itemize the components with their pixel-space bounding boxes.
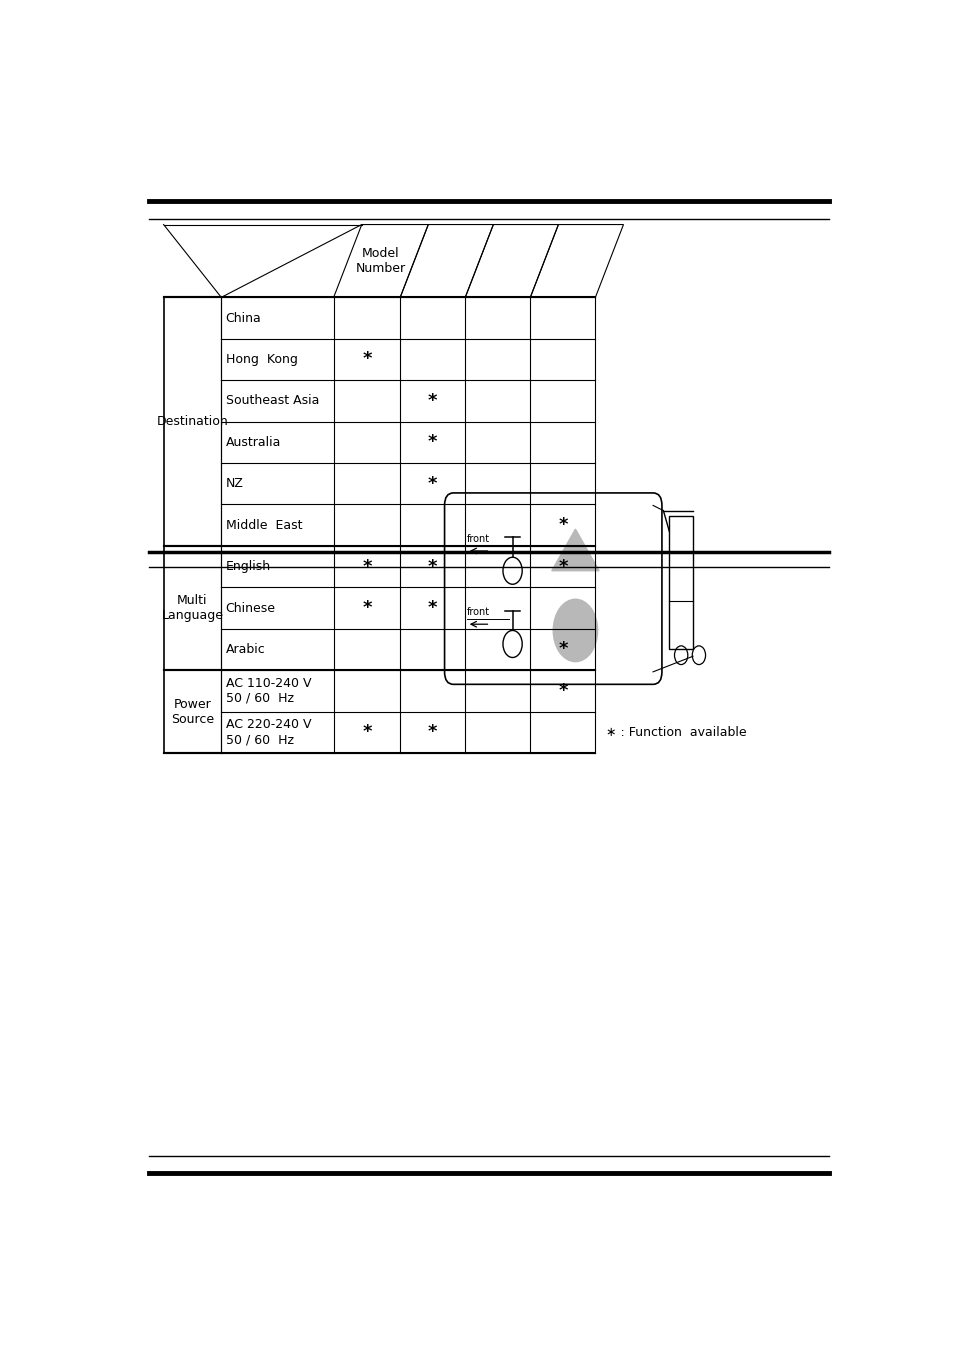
Text: NZ: NZ xyxy=(226,477,243,490)
Text: *: * xyxy=(362,350,372,369)
Text: AC 110-240 V
50 / 60  Hz: AC 110-240 V 50 / 60 Hz xyxy=(226,677,311,705)
Text: *: * xyxy=(558,682,567,700)
Polygon shape xyxy=(551,530,598,570)
Text: English: English xyxy=(226,561,271,573)
Circle shape xyxy=(553,600,597,662)
Text: Hong  Kong: Hong Kong xyxy=(226,353,297,366)
Text: Middle  East: Middle East xyxy=(226,519,302,532)
Text: *: * xyxy=(428,474,437,493)
Text: AC 220-240 V
50 / 60  Hz: AC 220-240 V 50 / 60 Hz xyxy=(226,719,311,746)
Text: Model
Number: Model Number xyxy=(355,247,406,276)
Text: Australia: Australia xyxy=(226,436,281,449)
Text: Southeast Asia: Southeast Asia xyxy=(226,394,318,408)
Text: *: * xyxy=(428,558,437,576)
Text: China: China xyxy=(226,312,261,324)
Text: *: * xyxy=(428,598,437,617)
Text: *: * xyxy=(362,558,372,576)
Text: ∗ : Function  available: ∗ : Function available xyxy=(606,725,746,739)
Text: Arabic: Arabic xyxy=(226,643,265,657)
Text: Chinese: Chinese xyxy=(226,601,275,615)
Text: *: * xyxy=(362,598,372,617)
Text: Multi
Language: Multi Language xyxy=(161,594,223,621)
Text: *: * xyxy=(558,516,567,534)
Text: front: front xyxy=(466,607,489,617)
Text: *: * xyxy=(558,640,567,658)
Text: front: front xyxy=(466,534,489,543)
Text: *: * xyxy=(558,558,567,576)
Text: *: * xyxy=(428,434,437,451)
Text: Destination: Destination xyxy=(156,415,228,428)
Text: *: * xyxy=(428,723,437,742)
Bar xyxy=(669,516,692,648)
Text: *: * xyxy=(362,723,372,742)
Text: *: * xyxy=(428,392,437,409)
Text: Power
Source: Power Source xyxy=(171,697,213,725)
